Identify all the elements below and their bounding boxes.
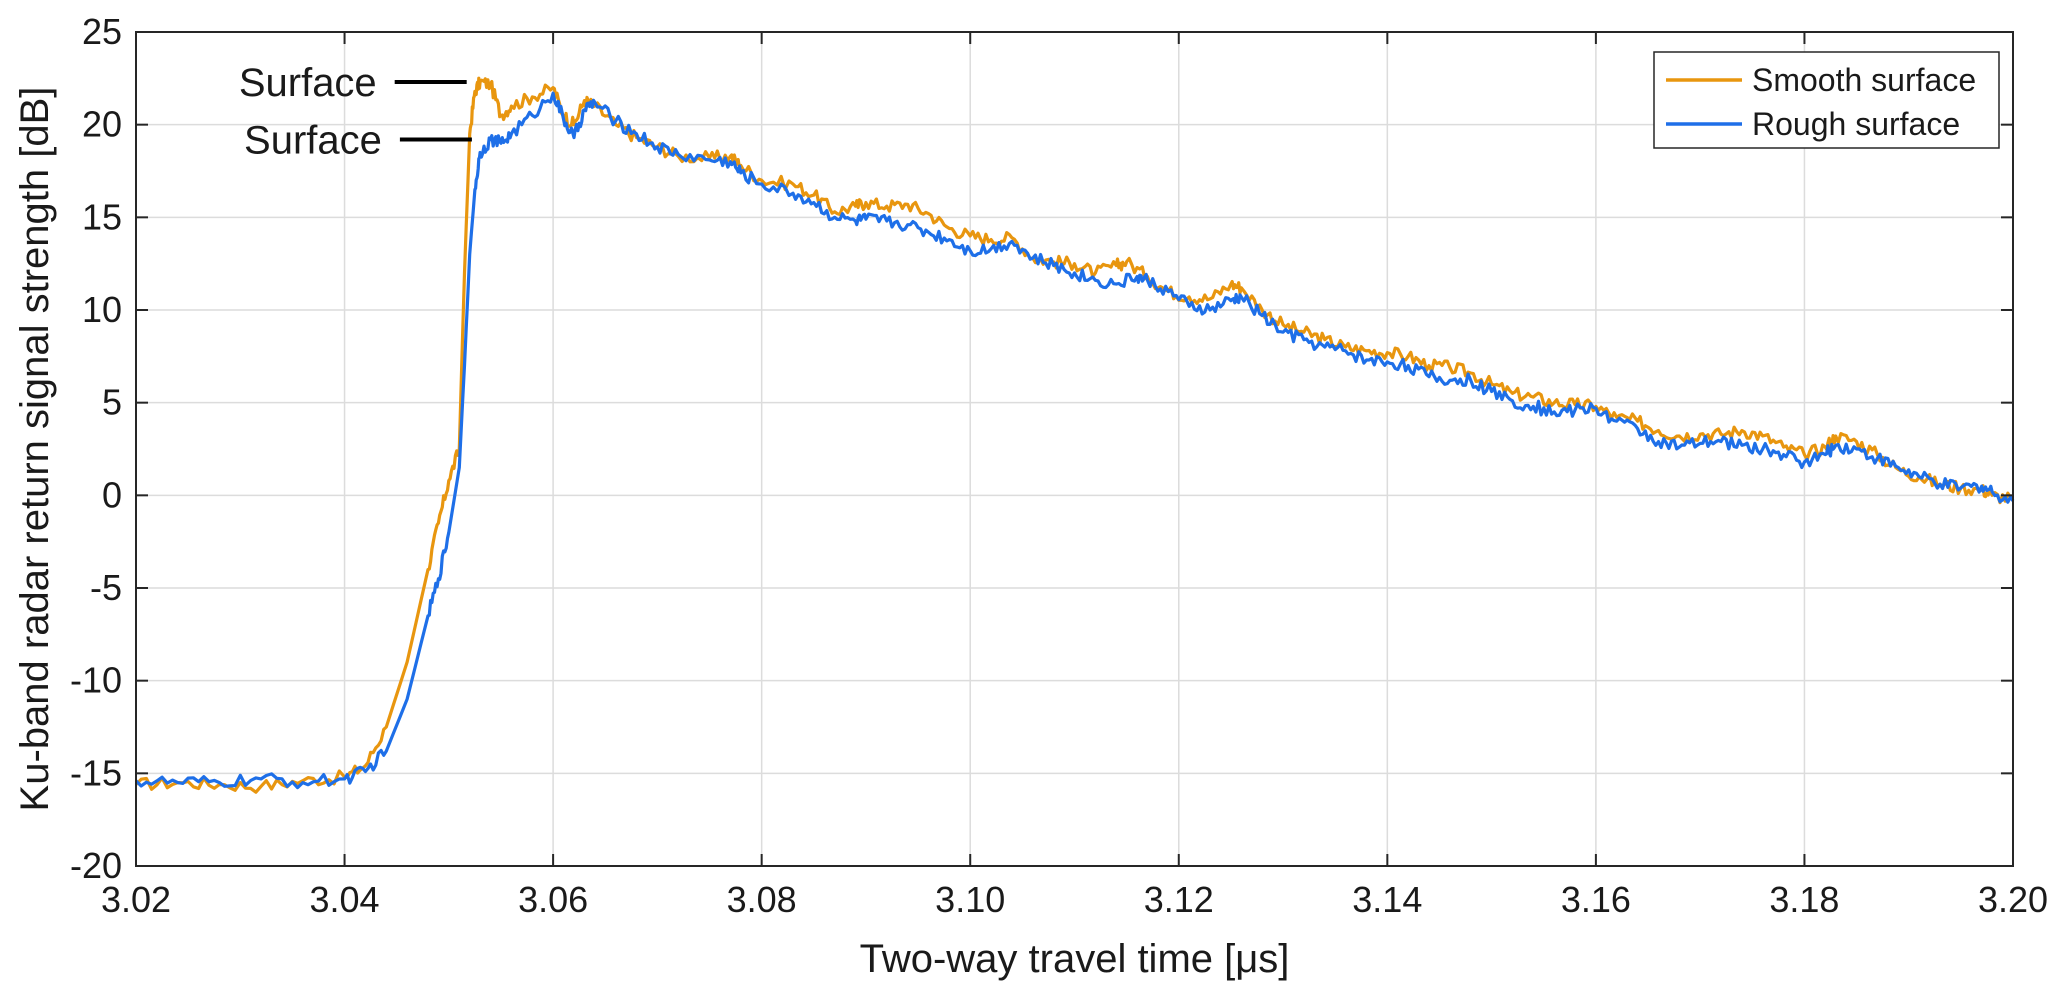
x-tick-label: 3.14 [1352, 879, 1422, 920]
series-line-rough-surface [134, 91, 2015, 790]
x-tick-label: 3.20 [1978, 879, 2048, 920]
y-tick-label: 15 [82, 196, 122, 237]
axis-ticks: 3.02 3.04 3.06 3.08 3.10 3.12 3.14 3.16 3.18 3.20… [70, 11, 2048, 920]
y-tick-label: 25 [82, 11, 122, 52]
y-tick-label: 0 [102, 474, 122, 515]
plot-frame [135, 31, 2014, 867]
x-tick-label: 3.12 [1144, 879, 1214, 920]
y-tick-label: -10 [70, 660, 122, 701]
legend-label: Smooth surface [1752, 62, 1976, 98]
y-tick-label: -5 [90, 567, 122, 608]
annotation-label: Surface [239, 61, 377, 105]
x-tick-label: 3.06 [518, 879, 588, 920]
x-tick-label: 3.02 [101, 879, 171, 920]
y-tick-label: 10 [82, 289, 122, 330]
x-tick-label: 3.08 [727, 879, 797, 920]
x-axis-title: Two-way travel time [μs] [860, 937, 1290, 981]
x-tick-label: 3.16 [1561, 879, 1631, 920]
legend-box [1653, 51, 2000, 149]
x-tick-label: 3.04 [310, 879, 380, 920]
series-lines [134, 76, 2015, 794]
series-line-smooth-surface [134, 76, 2014, 794]
y-tick-label: 5 [102, 382, 122, 423]
y-tick-label: 20 [82, 104, 122, 145]
annotations: Surface Surface [239, 61, 472, 162]
annotation-label: Surface [244, 118, 382, 162]
x-tick-label: 3.18 [1769, 879, 1839, 920]
y-tick-label: -15 [70, 752, 122, 793]
x-tick-label: 3.10 [935, 879, 1005, 920]
y-tick-label: -20 [70, 845, 122, 886]
y-axis-title: Ku-band radar return signal strength [dB… [13, 87, 57, 812]
legend-label: Rough surface [1752, 106, 1960, 142]
legend: Smooth surface Rough surface [1653, 51, 2000, 149]
